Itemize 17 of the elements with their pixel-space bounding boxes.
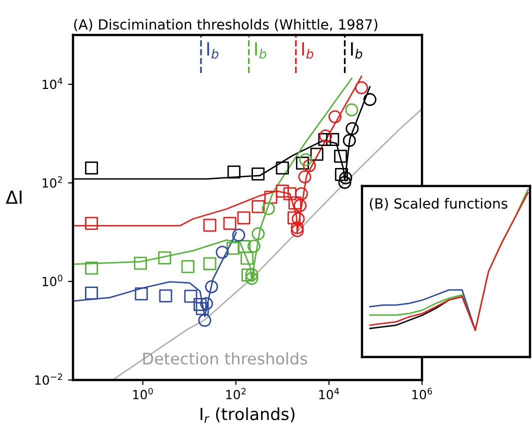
ref-line-label: I$_{b}$ bbox=[302, 42, 314, 59]
y-tick-label: 10$^{0}$ bbox=[42, 274, 62, 286]
y-tick-label: 10$^{2}$ bbox=[42, 176, 62, 188]
ref-line-label: I$_{b}$ bbox=[255, 42, 266, 59]
x-tick-label: 10$^{2}$ bbox=[226, 388, 246, 400]
text: (B) Scaled functions bbox=[370, 198, 508, 210]
x-tick-label: 10$^{0}$ bbox=[133, 388, 153, 400]
y-axis-title: ΔI bbox=[6, 190, 22, 204]
chart-title: (A) Discimination thresholds (Whittle, 1987) bbox=[74, 18, 378, 32]
y-tick-label: 10$^{−2}$ bbox=[35, 373, 62, 385]
annotation: Detection thresholds bbox=[143, 352, 308, 365]
ref-line-label: I$_{b}$ bbox=[207, 42, 218, 59]
x-axis-title: I$_{r}$ (trolands) bbox=[200, 407, 294, 423]
y-tick-label: 10$^{4}$ bbox=[42, 78, 62, 90]
x-tick-label: 10$^{4}$ bbox=[319, 388, 340, 400]
x-tick-label: 10$^{6}$ bbox=[412, 388, 432, 400]
ref-line-label: I$_{b}$ bbox=[351, 42, 362, 59]
